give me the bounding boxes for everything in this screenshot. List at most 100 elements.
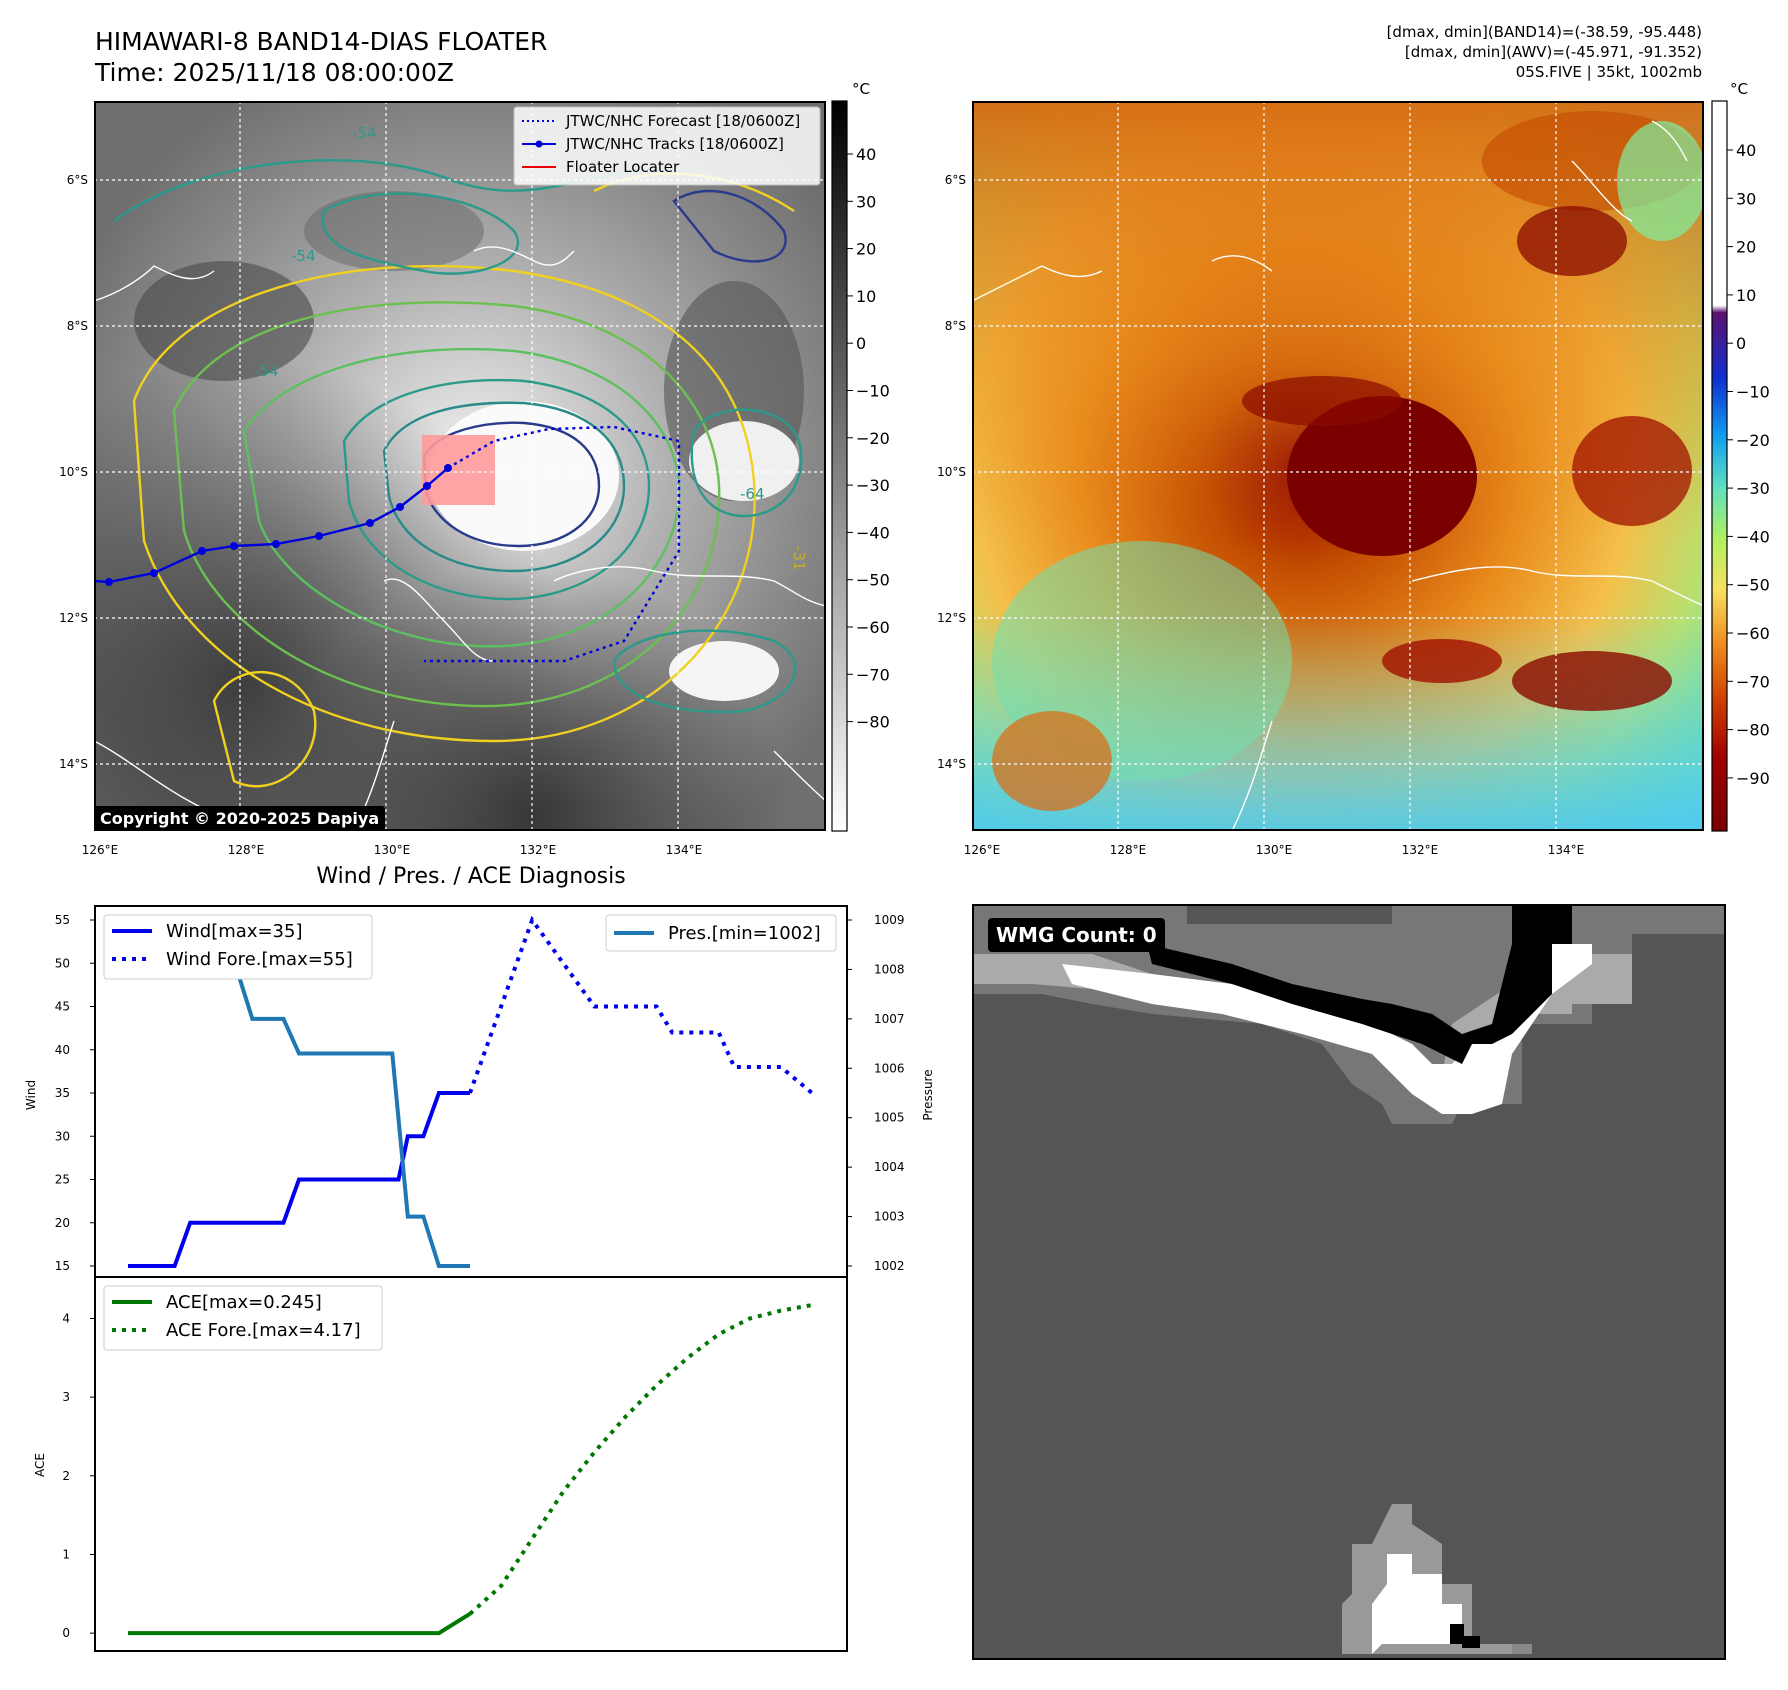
- contour-label: -54: [254, 362, 279, 380]
- legend-floater-label: Floater Locater: [566, 158, 680, 176]
- lon-label: 132°E: [520, 843, 557, 857]
- ace-series-line: [128, 1612, 472, 1636]
- colorbar-tick-label: −50: [856, 571, 890, 590]
- band14-colorbar: °C 40 30 20 10 0 −10 −20 −30 −40 −50 −60 −70 −80: [831, 80, 890, 832]
- wind-ylabel: Wind: [24, 1080, 38, 1110]
- colorbar-tick-label: −10: [856, 382, 890, 401]
- floater-locater: [422, 435, 495, 505]
- band14-map: -54 -54 -54 -64 -31: [94, 101, 826, 831]
- ace-forecast-series-line: [468, 1303, 813, 1616]
- lat-label: 14°S: [937, 757, 966, 771]
- title-line-2: Time: 2025/11/18 08:00:00Z: [95, 58, 454, 87]
- wmg-panel: [972, 904, 1726, 1660]
- colorbar-tick-label: −70: [856, 665, 890, 684]
- lon-label: 134°E: [666, 843, 703, 857]
- legend-tracks-label: JTWC/NHC Tracks [18/0600Z]: [565, 135, 784, 153]
- colorbar-tick-label: −30: [1736, 479, 1770, 498]
- info-line-2: [dmax, dmin](AWV)=(-45.971, -91.352): [1404, 43, 1702, 61]
- lon-label: 128°E: [228, 843, 265, 857]
- legend-ace-fore: ACE Fore.[max=4.17]: [166, 1320, 361, 1341]
- colorbar-tick-label: 20: [1736, 238, 1756, 257]
- info-line-1: [dmax, dmin](BAND14)=(-38.59, -95.448): [1386, 23, 1702, 41]
- colorbar-tick-label: −60: [1736, 624, 1770, 643]
- contour-label: -54: [352, 124, 377, 142]
- pressure-ylabel: Pressure: [921, 1069, 935, 1120]
- legend-pressure: Pres.[min=1002]: [668, 923, 821, 944]
- lat-label: 6°S: [67, 173, 88, 187]
- wind-ytick-label: 55: [55, 913, 70, 927]
- lon-label: 126°E: [82, 843, 119, 857]
- wind-ytick-label: 45: [55, 1000, 70, 1014]
- colorbar-tick-label: −40: [856, 523, 890, 542]
- colorbar-tick-label: −80: [856, 713, 890, 732]
- wind-ytick-label: 20: [55, 1216, 70, 1230]
- legend-wind: Wind[max=35]: [166, 921, 303, 942]
- pressure-series-line: [128, 918, 470, 1268]
- wind-series-line: [128, 1091, 470, 1268]
- wind-forecast-series-line: [468, 915, 814, 1095]
- lon-label: 128°E: [1110, 843, 1147, 857]
- ace-ytick-label: 1: [62, 1547, 70, 1561]
- colorbar-tick-label: −80: [1736, 721, 1770, 740]
- lon-label: 130°E: [1256, 843, 1293, 857]
- colorbar-tick-label: 10: [856, 287, 876, 306]
- lat-label: 6°S: [945, 173, 966, 187]
- wind-ytick-label: 35: [55, 1086, 70, 1100]
- lon-label: 134°E: [1548, 843, 1585, 857]
- colorbar-tick-label: −10: [1736, 383, 1770, 402]
- legend-forecast-label: JTWC/NHC Forecast [18/0600Z]: [565, 112, 800, 130]
- colorbar-tick-label: −40: [1736, 527, 1770, 546]
- colorbar-tick-label: −60: [856, 618, 890, 637]
- pressure-legend: Pres.[min=1002]: [605, 914, 837, 952]
- lon-label: 130°E: [374, 843, 411, 857]
- contour-label: -31: [790, 546, 808, 571]
- map-axes: 6°S 8°S 10°S 12°S 14°S 6°S 8°S 10°S 12°S…: [59, 173, 1585, 857]
- ace-ytick-label: 3: [62, 1390, 70, 1404]
- pressure-ytick-label: 1004: [874, 1160, 905, 1174]
- ace-ytick-label: 4: [62, 1311, 70, 1325]
- lat-label: 10°S: [937, 465, 966, 479]
- lat-label: 10°S: [59, 465, 88, 479]
- legend-ace: ACE[max=0.245]: [166, 1292, 322, 1313]
- wind-ytick-label: 50: [55, 956, 70, 970]
- ace-legend: ACE[max=0.245] ACE Fore.[max=4.17]: [103, 1285, 383, 1351]
- wind-ytick-label: 30: [55, 1129, 70, 1143]
- pressure-ytick-label: 1009: [874, 913, 905, 927]
- info-line-3: 05S.FIVE | 35kt, 1002mb: [1515, 63, 1702, 81]
- lat-label: 14°S: [59, 757, 88, 771]
- lon-label: 132°E: [1402, 843, 1439, 857]
- wind-ytick-label: 15: [55, 1259, 70, 1273]
- colorbar-unit: °C: [852, 80, 870, 98]
- pressure-ytick-label: 1007: [874, 1012, 905, 1026]
- lat-label: 12°S: [937, 611, 966, 625]
- lat-label: 8°S: [945, 319, 966, 333]
- title-line-1: HIMAWARI-8 BAND14-DIAS FLOATER: [95, 27, 548, 56]
- colorbar-unit: °C: [1730, 80, 1748, 98]
- wind-ytick-label: 25: [55, 1173, 70, 1187]
- pressure-ytick-label: 1002: [874, 1259, 905, 1273]
- colorbar-tick-label: 0: [1736, 334, 1746, 353]
- wind-legend: Wind[max=35] Wind Fore.[max=55]: [103, 914, 373, 980]
- ace-ytick-label: 0: [62, 1626, 70, 1640]
- wmg-count-label: WMG Count: 0: [988, 918, 1165, 952]
- pressure-ytick-label: 1003: [874, 1210, 905, 1224]
- colorbar-tick-label: −50: [1736, 576, 1770, 595]
- colorbar-tick-label: 30: [856, 192, 876, 211]
- contour-label: -54: [291, 247, 316, 265]
- colorbar-tick-label: 10: [1736, 286, 1756, 305]
- map-legend: JTWC/NHC Forecast [18/0600Z] JTWC/NHC Tr…: [513, 106, 821, 186]
- awv-map: [972, 101, 1704, 831]
- pressure-ytick-label: 1005: [874, 1111, 905, 1125]
- ace-axes-frame: [94, 1276, 848, 1652]
- colorbar-tick-label: 20: [856, 240, 876, 259]
- ace-ylabel: ACE: [33, 1453, 47, 1477]
- lon-label: 126°E: [964, 843, 1001, 857]
- copyright-label: Copyright © 2020-2025 Dapiya: [94, 806, 386, 831]
- pressure-ytick-label: 1008: [874, 962, 905, 976]
- colorbar-tick-label: −30: [856, 476, 890, 495]
- colorbar-tick-label: 0: [856, 334, 866, 353]
- colorbar-tick-label: −20: [856, 429, 890, 448]
- colorbar-tick-label: −20: [1736, 431, 1770, 450]
- pressure-ytick-label: 1006: [874, 1061, 905, 1075]
